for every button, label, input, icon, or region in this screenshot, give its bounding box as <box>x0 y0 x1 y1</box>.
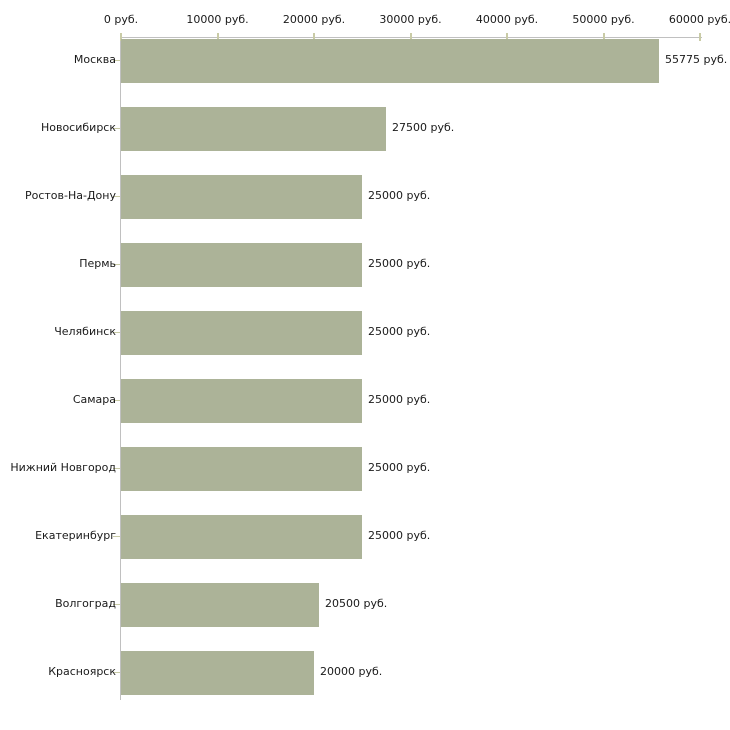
category-label: Екатеринбург <box>35 529 116 542</box>
category-label: Нижний Новгород <box>10 461 116 474</box>
bar-value-label: 27500 руб. <box>392 121 455 134</box>
bar <box>121 107 386 151</box>
x-axis-tick-label: 20000 руб. <box>282 13 346 26</box>
category-tick <box>113 128 120 129</box>
bar <box>121 243 362 287</box>
bar-value-label: 25000 руб. <box>368 257 431 270</box>
x-axis-tick <box>699 33 701 41</box>
category-tick <box>113 332 120 333</box>
x-axis-tick-label: 40000 руб. <box>475 13 539 26</box>
bar <box>121 379 362 423</box>
category-tick <box>113 672 120 673</box>
category-tick <box>113 60 120 61</box>
category-label: Самара <box>72 393 116 406</box>
bar <box>121 311 362 355</box>
x-axis-tick <box>409 33 412 41</box>
x-axis-tick-label: 30000 руб. <box>379 13 442 26</box>
x-axis-tick-label: 10000 руб. <box>186 13 249 26</box>
x-axis-tick-label: 50000 руб. <box>572 13 635 26</box>
x-axis-tick <box>602 33 605 41</box>
bar <box>121 39 659 83</box>
category-tick <box>113 468 120 469</box>
x-axis-tick <box>216 33 219 41</box>
bar <box>121 175 362 219</box>
x-axis-tick-label: 0 руб. <box>103 13 139 26</box>
category-label: Красноярск <box>48 665 116 678</box>
category-tick <box>113 536 120 537</box>
x-axis-tick <box>120 33 122 41</box>
bar-value-label: 55775 руб. <box>665 53 728 66</box>
category-tick <box>113 264 120 265</box>
bar-value-label: 25000 руб. <box>368 529 431 542</box>
category-tick <box>113 196 120 197</box>
bar <box>121 583 319 627</box>
x-axis-tick <box>313 33 315 41</box>
bar <box>121 515 362 559</box>
bar-value-label: 20500 руб. <box>325 597 388 610</box>
category-label: Москва <box>73 53 116 66</box>
category-tick <box>113 604 120 605</box>
bar-value-label: 25000 руб. <box>368 461 431 474</box>
category-tick <box>113 400 120 401</box>
category-label: Волгоград <box>55 597 116 610</box>
bar <box>121 447 362 491</box>
x-axis-tick <box>506 33 508 41</box>
category-label: Пермь <box>79 257 116 270</box>
x-axis-tick-label: 60000 руб. <box>668 13 730 26</box>
bar-value-label: 20000 руб. <box>320 665 383 678</box>
category-label: Новосибирск <box>40 121 116 134</box>
category-label: Челябинск <box>54 325 116 338</box>
y-axis-line <box>120 37 121 700</box>
bar <box>121 651 314 695</box>
category-label: Ростов-На-Дону <box>24 189 116 202</box>
bar-value-label: 25000 руб. <box>368 393 431 406</box>
bar-value-label: 25000 руб. <box>368 189 431 202</box>
bar-value-label: 25000 руб. <box>368 325 431 338</box>
